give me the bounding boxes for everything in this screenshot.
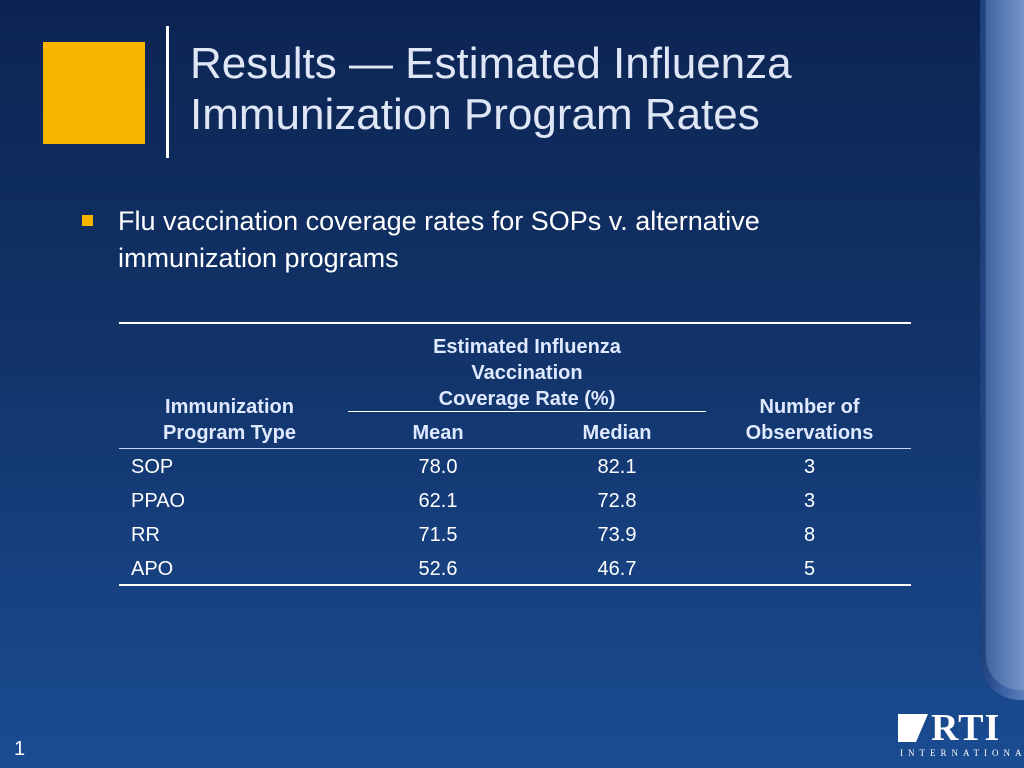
cell-median: 82.1 xyxy=(597,456,637,478)
cell-mean: 78.0 xyxy=(418,456,458,478)
accent-square xyxy=(43,42,145,144)
header-observations-line-2: Observations xyxy=(745,422,874,444)
header-program-type-line-2: Program Type xyxy=(163,422,296,444)
header-bottom-rule xyxy=(119,448,911,449)
header-coverage-line-1: Estimated Influenza xyxy=(433,336,621,358)
results-table: Immunization Program Type Estimated Infl… xyxy=(119,322,911,588)
bullet-line-1: Flu vaccination coverage rates for SOPs … xyxy=(118,206,760,236)
slide-title-line-2: Immunization Program Rates xyxy=(190,90,760,139)
decorative-right-bar-highlight xyxy=(986,0,1024,690)
cell-median: 72.8 xyxy=(597,490,637,512)
header-coverage-line-2: Vaccination xyxy=(471,362,583,384)
header-program-type: Immunization Program Type xyxy=(119,394,340,446)
rti-logo-mark-icon xyxy=(898,714,928,742)
header-observations-line-1: Number of xyxy=(759,396,860,418)
rti-logo-subtitle: INTERNATIONAL xyxy=(900,748,1024,758)
slide-title-line-1: Results — Estimated Influenza xyxy=(190,39,792,88)
cell-median: 46.7 xyxy=(597,558,637,580)
header-coverage-rate-group: Estimated Influenza Vaccination Coverage… xyxy=(348,334,706,412)
cell-observations: 8 xyxy=(803,524,816,546)
slide-title: Results — Estimated Influenza Immunizati… xyxy=(190,38,970,140)
cell-mean: 71.5 xyxy=(418,524,458,546)
bullet-text: Flu vaccination coverage rates for SOPs … xyxy=(118,203,898,277)
header-median: Median xyxy=(582,422,652,444)
cell-observations: 3 xyxy=(803,490,816,512)
cell-program-type: SOP xyxy=(131,456,174,478)
cell-observations: 5 xyxy=(803,558,816,580)
cell-observations: 3 xyxy=(803,456,816,478)
rti-logo: RTI INTERNATIONAL xyxy=(898,707,1024,764)
title-divider xyxy=(166,26,169,158)
group-header-underline xyxy=(348,411,706,412)
table-bottom-rule xyxy=(119,584,911,586)
table-top-rule xyxy=(119,322,911,324)
cell-mean: 62.1 xyxy=(418,490,458,512)
cell-program-type: RR xyxy=(131,524,160,546)
rti-logo-text: RTI xyxy=(931,707,1001,749)
cell-program-type: APO xyxy=(131,558,174,580)
header-coverage-line-3: Coverage Rate (%) xyxy=(438,388,616,410)
header-program-type-line-1: Immunization xyxy=(165,396,294,418)
cell-mean: 52.6 xyxy=(418,558,458,580)
cell-median: 73.9 xyxy=(597,524,637,546)
cell-program-type: PPAO xyxy=(131,490,186,512)
bullet-square-icon xyxy=(82,215,93,226)
header-mean: Mean xyxy=(412,422,464,444)
bullet-line-2: immunization programs xyxy=(118,243,399,273)
header-observations: Number of Observations xyxy=(708,394,911,446)
page-number: 1 xyxy=(14,738,26,760)
